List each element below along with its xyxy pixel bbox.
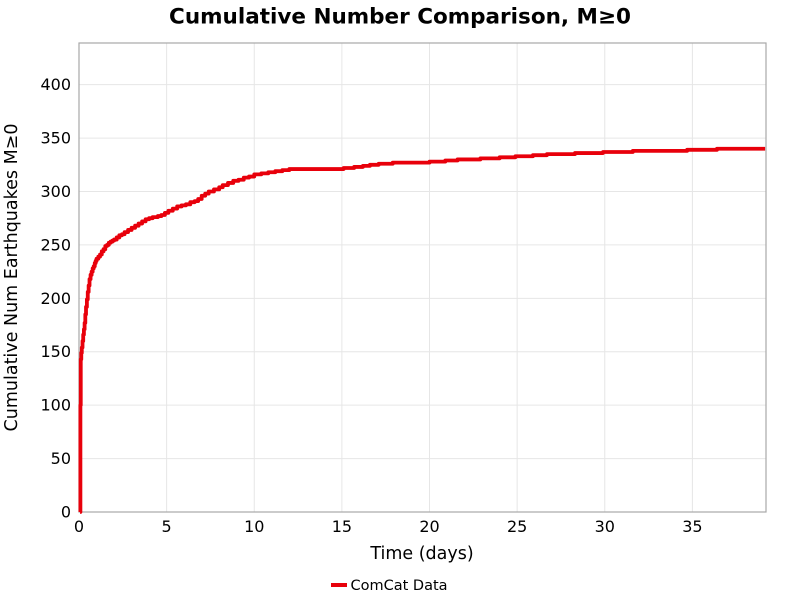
x-tick-label: 35 <box>682 517 702 536</box>
x-tick-label: 30 <box>595 517 615 536</box>
y-axis-label: Cumulative Num Earthquakes M≥0 <box>2 124 22 432</box>
x-axis-tick-labels: 0 5 10 15 20 25 30 35 <box>74 517 703 536</box>
x-tick-label: 25 <box>507 517 527 536</box>
x-tick-label: 0 <box>74 517 84 536</box>
comcat-data-line <box>78 146 766 514</box>
y-tick-label: 150 <box>40 342 71 361</box>
y-tick-label: 0 <box>61 503 71 522</box>
plot-border <box>78 42 767 513</box>
y-tick-label: 250 <box>40 235 71 254</box>
legend: ComCat Data <box>331 578 448 594</box>
y-tick-label: 300 <box>40 182 71 201</box>
x-tick-label: 10 <box>244 517 264 536</box>
y-tick-label: 350 <box>40 129 71 148</box>
y-tick-label: 200 <box>40 289 71 308</box>
legend-label: ComCat Data <box>351 578 448 594</box>
y-tick-label: 400 <box>40 75 71 94</box>
x-tick-label: 20 <box>419 517 439 536</box>
y-tick-label: 100 <box>40 396 71 415</box>
y-axis-tick-labels: 0 50 100 150 200 250 300 350 400 <box>40 75 71 521</box>
x-tick-label: 15 <box>332 517 352 536</box>
x-tick-label: 5 <box>162 517 172 536</box>
x-axis-label: Time (days) <box>369 544 473 564</box>
chart-title: Cumulative Number Comparison, M≥0 <box>169 5 631 30</box>
gridlines <box>78 43 766 513</box>
y-tick-label: 50 <box>51 449 71 468</box>
